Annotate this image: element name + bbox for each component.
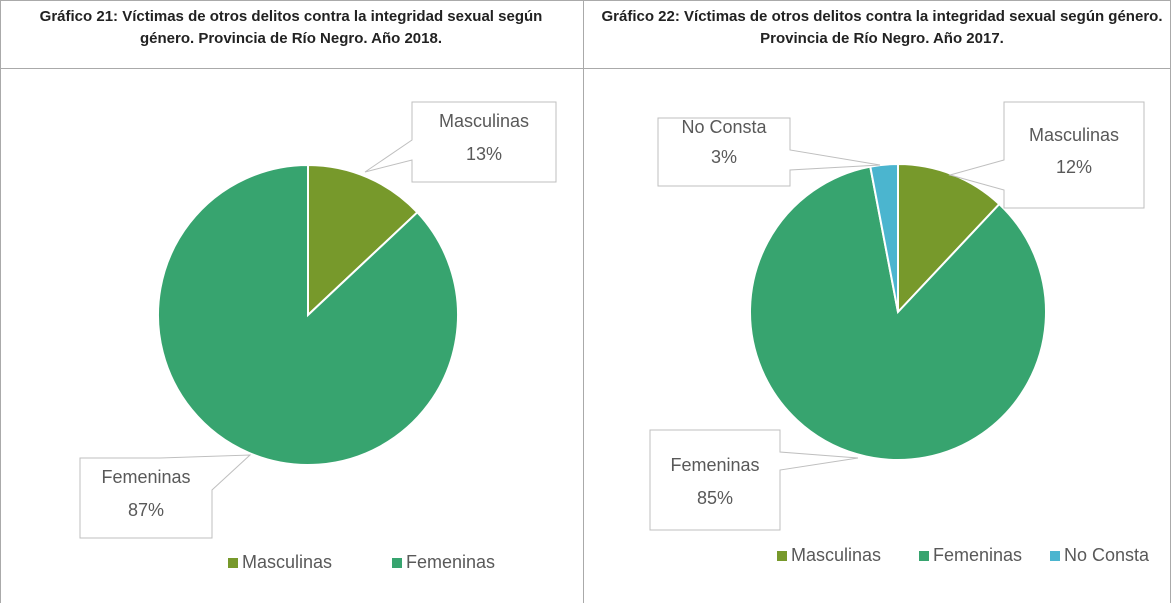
data-label-box (364, 101, 557, 183)
legend-label: No Consta (1064, 545, 1150, 565)
data-label-value: 12% (1056, 157, 1092, 177)
legend-swatch (392, 558, 402, 568)
legend-swatch (1050, 551, 1060, 561)
data-label-name: Masculinas (1029, 125, 1119, 145)
legend-label: Masculinas (791, 545, 881, 565)
data-label-name: Femeninas (101, 467, 190, 487)
legend-swatch (919, 551, 929, 561)
data-label-box (657, 117, 881, 187)
data-label-box (649, 429, 859, 531)
legend-label: Femeninas (933, 545, 1022, 565)
pie-slice (307, 163, 419, 318)
data-label-value: 87% (128, 500, 164, 520)
pie-slice (749, 165, 1047, 461)
chart-title: Gráfico 21: Víctimas de otros delitos co… (39, 8, 543, 47)
data-label-value: 85% (697, 488, 733, 508)
legend-label: Masculinas (242, 552, 332, 572)
data-label-name: Femeninas (670, 455, 759, 475)
legend-swatch (777, 551, 787, 561)
legend-swatch (228, 558, 238, 568)
data-label-value: 13% (466, 144, 502, 164)
pie-slice (157, 163, 459, 466)
chart-title: Gráfico 22: Víctimas de otros delitos co… (601, 8, 1163, 47)
data-label-box (79, 454, 252, 539)
data-label-box (948, 101, 1145, 209)
pie-slice (869, 162, 899, 313)
data-label-name: No Consta (681, 117, 767, 137)
legend-label: Femeninas (406, 552, 495, 572)
data-label-name: Masculinas (439, 111, 529, 131)
data-label-value: 3% (711, 147, 737, 167)
